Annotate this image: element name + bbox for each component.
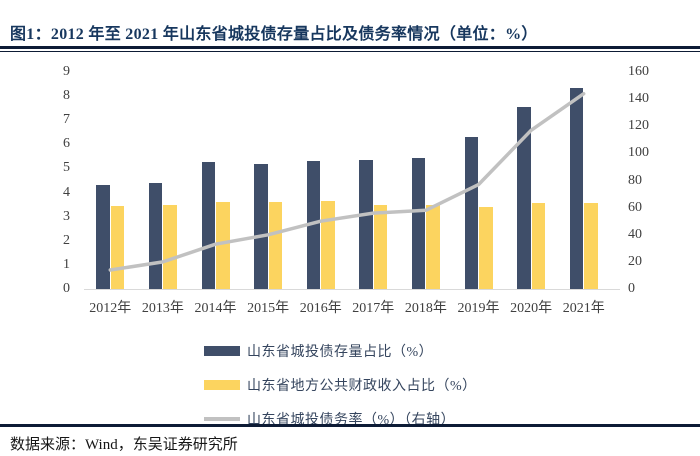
y-axis-right-tick: 40 (628, 226, 642, 242)
x-axis-label: 2021年 (562, 301, 605, 316)
y-axis-right-tick: 160 (628, 64, 649, 79)
stock-ratio-bar (569, 87, 584, 289)
y-axis-right-tick: 0 (628, 281, 635, 296)
x-axis-label: 2015年 (247, 301, 290, 316)
fiscal-revenue-bar (268, 202, 283, 289)
y-axis-right-tick: 100 (628, 145, 649, 161)
y-axis-left-tick: 2 (63, 232, 70, 248)
y-axis-left-tick: 7 (63, 112, 70, 128)
x-axis-label: 2019年 (457, 301, 500, 316)
fiscal-revenue-bar (479, 207, 493, 289)
legend-line-swatch (204, 417, 240, 421)
y-axis-left-tick: 8 (63, 88, 70, 104)
legend-item: 山东省城投债存量占比（%） (204, 341, 477, 361)
stock-ratio-bar (254, 163, 268, 289)
legend-bar-swatch (204, 380, 240, 390)
y-axis-left-tick: 4 (63, 184, 70, 200)
y-axis-left-tick: 5 (63, 160, 70, 176)
fiscal-revenue-bar (163, 204, 177, 289)
x-axis-label: 2013年 (141, 301, 184, 316)
fiscal-revenue-bar (321, 200, 335, 289)
fiscal-revenue-bar (584, 203, 598, 289)
y-axis-right-tick: 60 (628, 199, 642, 215)
fiscal-revenue-bar (216, 202, 230, 289)
y-axis-left-tick: 3 (63, 208, 70, 224)
y-axis-right-tick: 140 (628, 91, 649, 107)
y-axis-right-tick: 80 (628, 172, 642, 188)
x-axis-line (84, 289, 620, 290)
stock-ratio-bar (201, 162, 215, 289)
data-source-note: 数据来源：Wind，东吴证券研究所 (10, 437, 238, 453)
x-axis-label: 2017年 (352, 301, 395, 316)
chart-legend: 山东省城投债存量占比（%） 山东省地方公共财政收入占比（%） 山东省城投债务率（%）… (204, 341, 477, 429)
y-axis-right-tick: 20 (628, 253, 642, 269)
y-axis-right-tick: 120 (628, 118, 649, 134)
fiscal-revenue-bar (531, 203, 546, 289)
figure-title: 图1：2012 年至 2021 年山东省城投债存量占比及债务率情况（单位：%） (10, 26, 538, 43)
title-divider-rule (0, 46, 700, 52)
legend-label: 山东省城投债存量占比（%） (247, 345, 434, 360)
fiscal-revenue-bar (426, 204, 440, 289)
x-axis-label: 2012年 (89, 301, 132, 316)
stock-ratio-bar (464, 137, 478, 289)
stock-ratio-bar (411, 157, 426, 289)
x-axis-label: 2014年 (194, 301, 237, 316)
x-axis-label: 2018年 (404, 301, 447, 316)
legend-bar-swatch (204, 346, 240, 356)
y-axis-left-tick: 6 (63, 136, 70, 152)
legend-item: 山东省地方公共财政收入占比（%） (204, 375, 477, 395)
debt-ratio-line (108, 91, 586, 272)
footer-divider-rule (0, 424, 700, 427)
y-axis-left-tick: 0 (63, 281, 70, 296)
fiscal-revenue-bar (373, 204, 388, 289)
x-axis-label: 2016年 (299, 301, 342, 316)
legend-label: 山东省地方公共财政收入占比（%） (247, 379, 477, 394)
stock-ratio-bar (96, 185, 110, 289)
stock-ratio-bar (306, 161, 321, 289)
stock-ratio-bar (517, 106, 531, 289)
y-axis-left-tick: 9 (63, 64, 70, 79)
stock-ratio-bar (359, 160, 373, 289)
x-axis-label: 2020年 (510, 301, 553, 316)
y-axis-left-tick: 1 (63, 256, 70, 272)
